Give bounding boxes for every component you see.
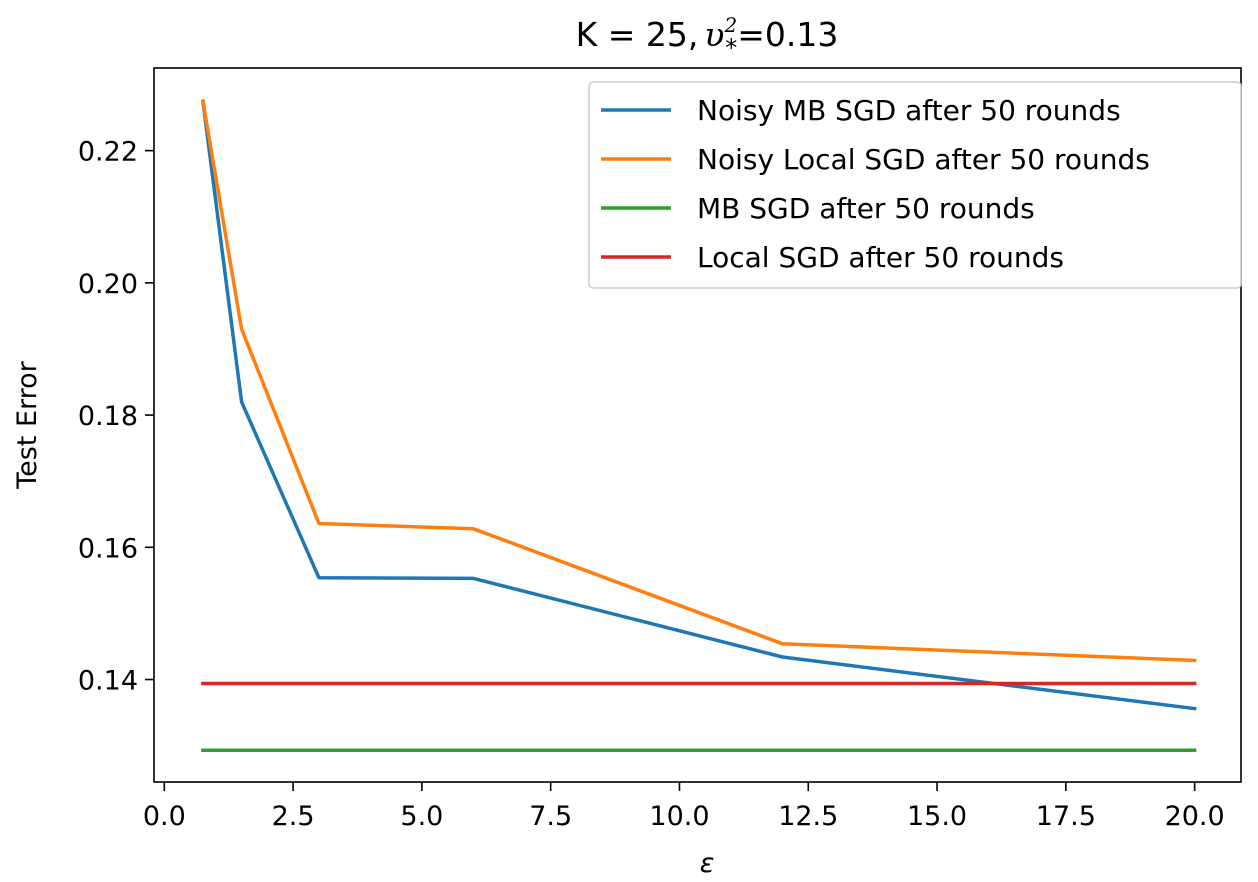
y-tick-label: 0.20 (78, 269, 138, 300)
chart-title: K = 25, υ2 *=0.13 (576, 13, 839, 62)
x-tick-label: 7.5 (529, 801, 572, 832)
x-tick-label: 10.0 (649, 801, 709, 832)
plot-frame (153, 67, 1242, 783)
x-axis-ticks: 0.0 2.5 5.0 7.5 10.0 12.5 15.0 17.5 20.0 (143, 782, 1225, 832)
legend-label-1: Noisy Local SGD after 50 rounds (697, 143, 1150, 176)
chart-title-variable: υ (704, 15, 724, 54)
chart-title-superscript: 2 (723, 13, 737, 37)
legend-label-3: Local SGD after 50 rounds (697, 241, 1064, 274)
x-tick-label: 15.0 (907, 801, 967, 832)
chart-title-suffix: =0.13 (737, 15, 838, 54)
legend-box (588, 81, 1242, 289)
x-tick-label: 17.5 (1036, 801, 1096, 832)
y-tick-label: 0.22 (78, 137, 138, 168)
x-tick-label: 5.0 (400, 801, 443, 832)
y-axis-label: Test Error (12, 360, 43, 489)
chart-title-subscript: * (725, 34, 737, 62)
series-layer (200, 99, 1197, 753)
legend: Noisy MB SGD after 50 rounds Noisy Local … (588, 81, 1242, 289)
x-axis-label: ε (700, 848, 715, 879)
y-axis-ticks: 0.14 0.16 0.18 0.20 0.22 (78, 137, 154, 697)
y-tick-label: 0.16 (78, 533, 138, 564)
x-tick-label: 2.5 (272, 801, 315, 832)
y-tick-label: 0.18 (78, 401, 138, 432)
y-tick-label: 0.14 (78, 666, 138, 697)
series-line-0 (200, 99, 1197, 711)
chart-title-prefix: K = 25, (576, 15, 699, 54)
legend-label-2: MB SGD after 50 rounds (697, 192, 1035, 225)
x-tick-label: 0.0 (143, 801, 186, 832)
legend-label-0: Noisy MB SGD after 50 rounds (697, 94, 1121, 127)
x-tick-label: 20.0 (1165, 801, 1225, 832)
x-tick-label: 12.5 (778, 801, 838, 832)
series-line-1 (200, 99, 1197, 663)
